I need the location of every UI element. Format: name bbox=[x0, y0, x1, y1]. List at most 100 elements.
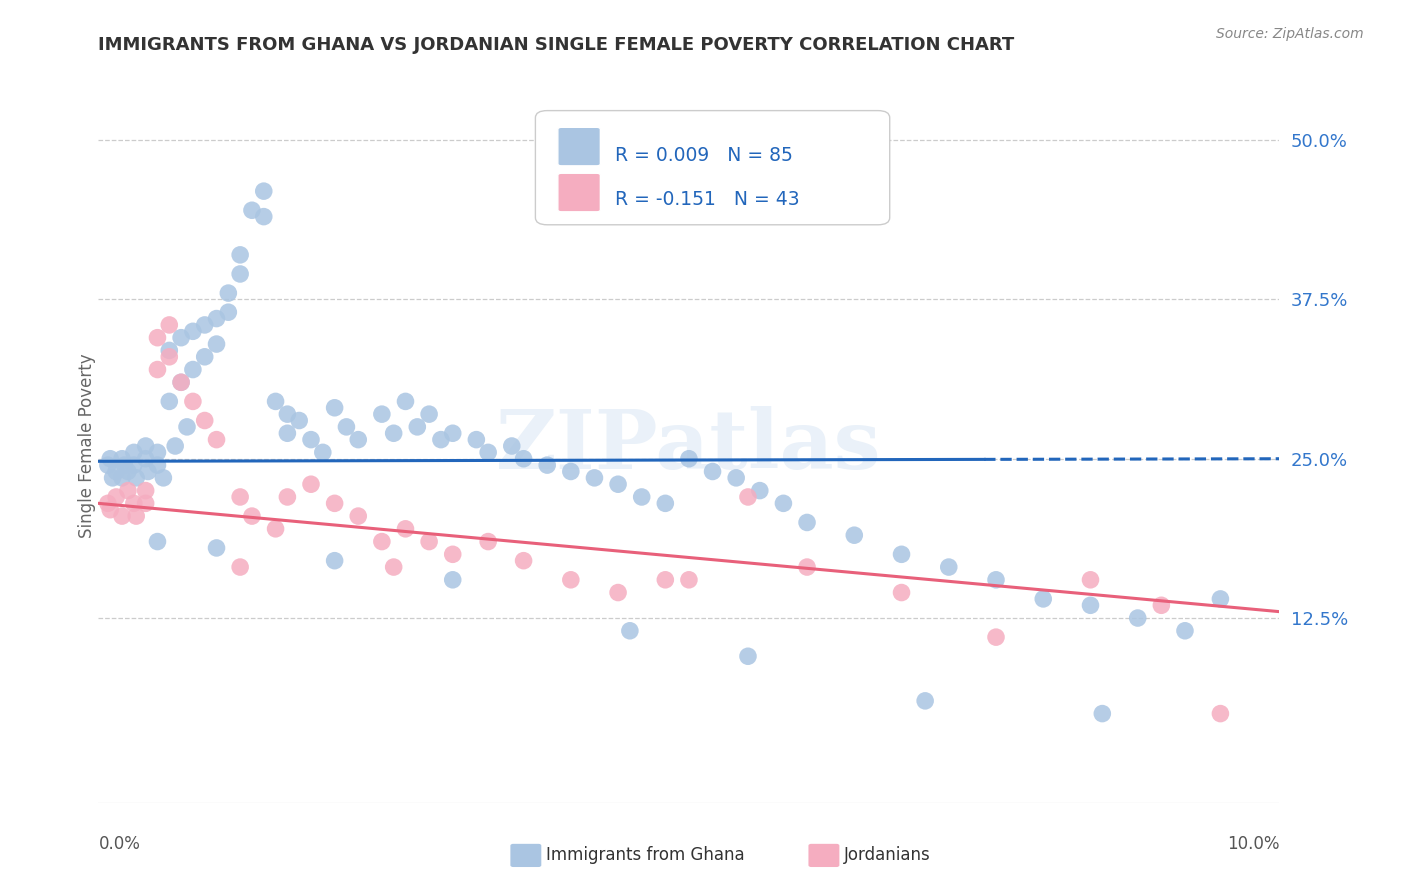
Point bbox=[1080, 573, 1102, 587]
Point bbox=[146, 534, 169, 549]
Point bbox=[465, 433, 488, 447]
Point bbox=[382, 560, 405, 574]
Text: Source: ZipAtlas.com: Source: ZipAtlas.com bbox=[1216, 27, 1364, 41]
Point bbox=[97, 458, 120, 472]
Point bbox=[111, 471, 134, 485]
Text: ZIPatlas: ZIPatlas bbox=[496, 406, 882, 486]
Point bbox=[560, 573, 582, 587]
Point bbox=[441, 547, 464, 561]
Point bbox=[111, 509, 134, 524]
Point bbox=[1174, 624, 1197, 638]
Point bbox=[678, 573, 700, 587]
Point bbox=[512, 554, 534, 568]
Point bbox=[253, 210, 276, 224]
Point bbox=[264, 522, 287, 536]
Point bbox=[135, 483, 157, 498]
Point bbox=[157, 343, 180, 358]
Y-axis label: Single Female Poverty: Single Female Poverty bbox=[79, 354, 96, 538]
Point bbox=[1209, 591, 1232, 606]
Point bbox=[229, 560, 252, 574]
Point bbox=[619, 624, 641, 638]
Point bbox=[323, 401, 346, 415]
Point bbox=[288, 413, 311, 427]
FancyBboxPatch shape bbox=[536, 111, 890, 225]
Point bbox=[194, 350, 217, 364]
Point bbox=[607, 585, 630, 599]
Point bbox=[165, 439, 187, 453]
Point bbox=[97, 496, 120, 510]
Point bbox=[217, 305, 239, 319]
Point bbox=[240, 203, 263, 218]
Point bbox=[984, 573, 1007, 587]
Point bbox=[105, 490, 128, 504]
Point bbox=[205, 433, 228, 447]
Point bbox=[512, 451, 534, 466]
Point bbox=[477, 445, 499, 459]
Point bbox=[890, 585, 912, 599]
Point bbox=[1150, 599, 1173, 613]
Text: R = 0.009   N = 85: R = 0.009 N = 85 bbox=[614, 146, 793, 165]
Point bbox=[170, 376, 193, 390]
Point bbox=[146, 458, 169, 472]
Point bbox=[501, 439, 523, 453]
Point bbox=[98, 451, 121, 466]
Point bbox=[264, 394, 287, 409]
Point bbox=[146, 445, 169, 459]
Point bbox=[607, 477, 630, 491]
Point bbox=[796, 516, 818, 530]
Point bbox=[136, 465, 159, 479]
Text: 10.0%: 10.0% bbox=[1227, 835, 1279, 853]
Point bbox=[157, 318, 180, 332]
Point bbox=[441, 426, 464, 441]
Point bbox=[217, 286, 239, 301]
Point bbox=[253, 184, 276, 198]
Point bbox=[418, 407, 440, 421]
Text: 0.0%: 0.0% bbox=[98, 835, 141, 853]
Text: Jordanians: Jordanians bbox=[844, 847, 931, 864]
Point bbox=[125, 471, 148, 485]
Point bbox=[725, 471, 748, 485]
Point bbox=[299, 433, 322, 447]
Point bbox=[194, 413, 217, 427]
Point bbox=[229, 267, 252, 281]
Point bbox=[418, 534, 440, 549]
Point bbox=[276, 407, 298, 421]
Point bbox=[152, 471, 174, 485]
Point bbox=[335, 420, 357, 434]
Point bbox=[194, 318, 217, 332]
Point bbox=[772, 496, 794, 510]
Point bbox=[205, 541, 228, 555]
Point bbox=[477, 534, 499, 549]
Point bbox=[101, 471, 124, 485]
Point bbox=[394, 522, 416, 536]
Point bbox=[323, 496, 346, 510]
Point bbox=[737, 649, 759, 664]
Point bbox=[181, 324, 204, 338]
Point bbox=[111, 451, 134, 466]
Point bbox=[678, 451, 700, 466]
Point bbox=[146, 362, 169, 376]
Point bbox=[229, 490, 252, 504]
Point bbox=[170, 331, 193, 345]
Point bbox=[796, 560, 818, 574]
Point bbox=[323, 554, 346, 568]
Point bbox=[702, 465, 724, 479]
Point bbox=[938, 560, 960, 574]
Point bbox=[371, 407, 394, 421]
Point bbox=[98, 502, 121, 516]
Point bbox=[122, 445, 145, 459]
Point bbox=[112, 458, 135, 472]
Point bbox=[371, 534, 394, 549]
Text: Immigrants from Ghana: Immigrants from Ghana bbox=[546, 847, 744, 864]
Point bbox=[312, 445, 335, 459]
Point bbox=[181, 394, 204, 409]
Point bbox=[844, 528, 866, 542]
Point bbox=[170, 376, 193, 390]
Point bbox=[229, 248, 252, 262]
Point bbox=[394, 394, 416, 409]
Point bbox=[536, 458, 558, 472]
Point bbox=[157, 350, 180, 364]
Point bbox=[430, 433, 453, 447]
Point bbox=[135, 496, 157, 510]
Point bbox=[176, 420, 198, 434]
